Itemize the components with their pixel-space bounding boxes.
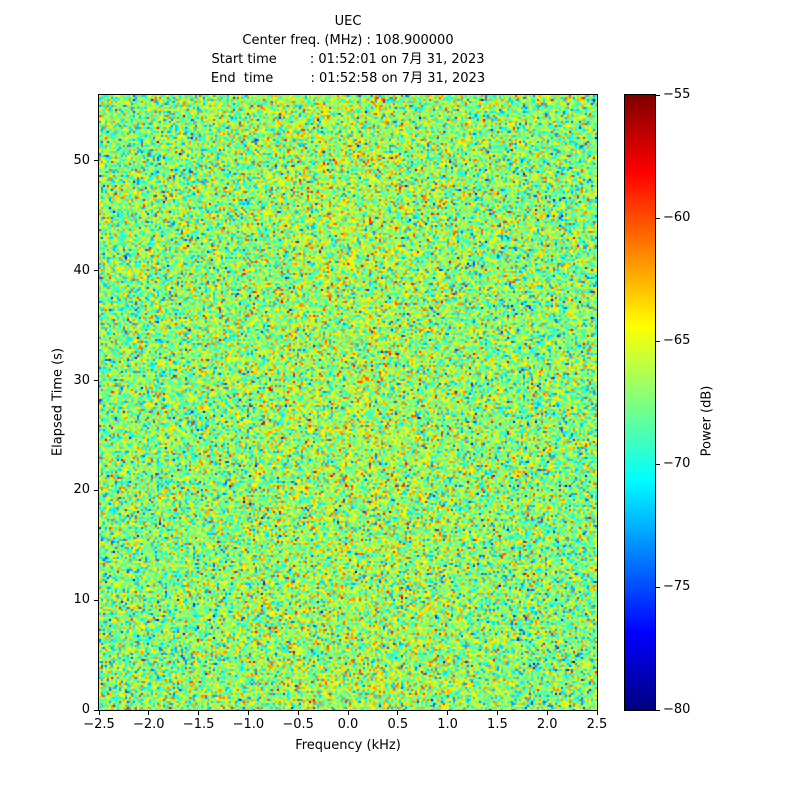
colorbar-tick-label: −65 <box>663 333 691 348</box>
x-tick-mark <box>496 711 498 715</box>
y-tick-mark <box>94 709 98 711</box>
y-tick-mark <box>94 380 98 382</box>
x-tick-mark <box>347 711 349 715</box>
x-tick-mark <box>198 711 200 715</box>
chart-header: UEC Center freq. (MHz) : 108.900000 Star… <box>0 12 696 88</box>
chart-subtitle-center-freq: Center freq. (MHz) : 108.900000 <box>242 33 454 48</box>
x-tick-label: −0.5 <box>282 717 314 732</box>
colorbar-tick-mark <box>656 463 660 465</box>
colorbar-gradient-canvas <box>625 95 655 710</box>
colorbar-tick-mark <box>656 217 660 219</box>
y-axis-label: Elapsed Time (s) <box>50 347 66 457</box>
x-tick-label: −1.0 <box>232 717 265 732</box>
colorbar-tick-mark <box>656 709 660 711</box>
spectrogram-canvas <box>99 95 597 710</box>
y-tick-label: 30 <box>73 372 90 388</box>
x-tick-label: 1.0 <box>437 717 458 732</box>
x-tick-mark <box>447 711 449 715</box>
x-tick-label: 0.0 <box>337 717 359 732</box>
x-tick-label: −1.5 <box>182 717 215 732</box>
x-tick-mark <box>546 711 548 715</box>
x-tick-label: 1.5 <box>487 717 508 732</box>
x-tick-label: −2.5 <box>83 717 115 732</box>
x-tick-mark <box>297 711 299 715</box>
x-tick-mark <box>98 711 100 715</box>
colorbar-tick-mark <box>656 340 660 342</box>
x-tick-mark <box>247 711 249 715</box>
y-tick-label: 0 <box>81 702 90 717</box>
x-tick-mark <box>397 711 399 715</box>
x-tick-label: 0.5 <box>387 717 409 732</box>
chart-subtitle-end-time: End time : 01:52:58 on 7月 31, 2023 <box>210 71 486 86</box>
y-tick-mark <box>94 160 98 162</box>
x-tick-mark <box>148 711 150 715</box>
colorbar-tick-label: −55 <box>663 87 691 102</box>
spectrogram-plot <box>98 94 598 711</box>
chart-subtitle-start-time: Start time : 01:52:01 on 7月 31, 2023 <box>211 52 485 67</box>
y-tick-label: 20 <box>73 482 90 498</box>
y-tick-label: 50 <box>73 152 90 168</box>
colorbar-tick-label: −80 <box>663 702 691 717</box>
colorbar-tick-mark <box>656 586 660 588</box>
chart-title: UEC <box>334 14 362 29</box>
x-axis-label: Frequency (kHz) <box>295 738 401 753</box>
x-tick-mark <box>596 711 598 715</box>
y-tick-label: 10 <box>73 592 90 608</box>
y-tick-mark <box>94 270 98 272</box>
colorbar-tick-label: −70 <box>663 456 691 471</box>
y-tick-label: 40 <box>73 262 90 278</box>
colorbar <box>624 94 656 711</box>
colorbar-tick-label: −60 <box>663 210 691 225</box>
x-tick-label: 2.5 <box>586 717 608 732</box>
colorbar-label: Power (dB) <box>699 385 715 457</box>
colorbar-tick-mark <box>656 94 660 96</box>
y-tick-mark <box>94 599 98 601</box>
colorbar-tick-label: −75 <box>663 579 691 594</box>
x-tick-label: 2.0 <box>536 717 558 732</box>
x-tick-label: −2.0 <box>133 717 165 732</box>
y-tick-mark <box>94 489 98 491</box>
